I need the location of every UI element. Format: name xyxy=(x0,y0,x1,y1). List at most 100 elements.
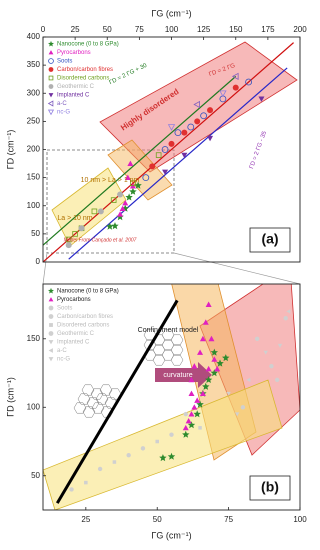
triangle-marker xyxy=(48,348,53,353)
circle-marker xyxy=(240,405,246,410)
square-marker xyxy=(155,152,162,158)
triangle-marker xyxy=(199,390,206,396)
triangle-marker xyxy=(127,160,134,166)
star-marker xyxy=(134,181,142,189)
square-marker xyxy=(49,323,53,327)
square-marker xyxy=(72,231,78,237)
triangle-marker xyxy=(119,205,126,211)
legend-label: Disordered carbons xyxy=(57,323,109,329)
y-tick-label: 100 xyxy=(27,402,41,411)
triangle-marker xyxy=(211,356,218,362)
y-tick-label: 350 xyxy=(27,60,41,69)
square-marker xyxy=(48,75,54,81)
y-tick-label: 400 xyxy=(27,32,41,41)
connector xyxy=(173,252,301,285)
y-tick-label: 0 xyxy=(36,257,41,266)
star-marker xyxy=(167,452,176,460)
cone-icon xyxy=(99,384,113,396)
star-marker xyxy=(111,222,119,230)
triangle-marker xyxy=(202,319,209,325)
star-marker xyxy=(121,204,129,212)
triangle-marker xyxy=(167,124,176,131)
x-tick-label: 50 xyxy=(103,25,112,34)
annotation: curvature xyxy=(163,372,192,379)
circle-marker xyxy=(117,191,124,198)
triangle-marker xyxy=(194,397,201,403)
trend-line xyxy=(43,75,237,246)
legend-label: Nanocone (0 to 8 GPa) xyxy=(57,289,119,295)
y-axis-title: ΓD (cm⁻¹) xyxy=(5,377,15,417)
star-marker xyxy=(193,410,201,418)
x-tick-label: 175 xyxy=(261,25,275,34)
square-marker xyxy=(112,460,117,464)
y-tick-label: 50 xyxy=(31,471,40,480)
y-axis-title: ΓD (cm⁻¹) xyxy=(5,130,15,170)
triangle-marker xyxy=(48,297,54,302)
graphene-icon xyxy=(161,339,175,351)
triangle-marker xyxy=(205,301,212,307)
cone-icon xyxy=(100,406,114,418)
circle-marker xyxy=(149,163,156,170)
legend-label: Implanted C xyxy=(57,340,90,346)
x-tick-label: 200 xyxy=(293,25,307,34)
triangle-marker xyxy=(191,404,198,410)
triangle-marker xyxy=(277,343,283,348)
star-marker xyxy=(182,430,190,438)
y-tick-label: 100 xyxy=(27,201,41,210)
triangle-marker xyxy=(208,335,215,342)
annotation: La > 10 nm xyxy=(57,215,92,222)
star-marker xyxy=(159,454,167,462)
star-marker xyxy=(222,354,230,362)
star-marker xyxy=(125,193,133,201)
annotation: Model From Cançado et al. 2007 xyxy=(64,237,137,243)
figure: 0 25 50 75 100 125 150 175 200 0 50 100 150 200 250 300… xyxy=(5,8,307,540)
circle-marker xyxy=(48,67,54,72)
legend-label: Disordered carbons xyxy=(57,76,109,82)
circle-marker xyxy=(168,140,175,147)
trend-line xyxy=(55,299,179,504)
circle-marker xyxy=(200,112,208,120)
x-tick-label: 75 xyxy=(224,515,233,524)
circle-marker xyxy=(161,146,169,153)
square-marker xyxy=(110,197,117,203)
legend-label: Carbon/carbon fibres xyxy=(57,67,113,73)
circle-marker xyxy=(48,305,54,311)
circle-marker xyxy=(254,336,260,341)
star-marker xyxy=(48,287,54,294)
triangle-marker xyxy=(207,135,214,142)
x-axis-title: ΓG (cm⁻¹) xyxy=(151,8,191,18)
square-marker xyxy=(91,208,98,215)
circle-marker xyxy=(142,174,150,182)
region xyxy=(43,379,283,510)
triangle-marker xyxy=(199,335,206,342)
y-tick-label: 200 xyxy=(27,145,41,154)
region xyxy=(107,139,173,201)
triangle-marker xyxy=(246,377,251,383)
x-axis-title: ΓG (cm⁻¹) xyxy=(151,530,191,540)
cone-icon xyxy=(81,384,95,396)
triangle-marker xyxy=(197,349,204,355)
triangle-marker xyxy=(214,365,221,372)
star-marker xyxy=(48,40,54,47)
triangle-marker xyxy=(263,350,268,355)
annotation: ΓD = 2 ΓG + 30 xyxy=(109,63,149,87)
square-marker xyxy=(84,480,88,485)
graphene-icon xyxy=(170,334,184,346)
plot-frame xyxy=(42,283,301,511)
circle-marker xyxy=(140,446,146,451)
legend-label: a-C xyxy=(57,348,67,354)
legend-label: Nanocone (0 to 8 GPa) xyxy=(57,42,119,48)
circle-marker xyxy=(245,78,253,86)
circle-marker xyxy=(174,129,182,137)
legend-label: Pyrocarbons xyxy=(57,50,91,56)
triangle-marker xyxy=(124,174,131,181)
y-tick-label: 150 xyxy=(27,173,41,182)
circle-marker xyxy=(194,118,201,125)
triangle-marker xyxy=(47,100,54,107)
graphene-icon xyxy=(170,354,184,366)
square-marker xyxy=(155,439,159,444)
circle-marker xyxy=(183,411,188,417)
legend-label: Geothermic C xyxy=(57,331,95,337)
panel-label: (a) xyxy=(261,231,278,247)
